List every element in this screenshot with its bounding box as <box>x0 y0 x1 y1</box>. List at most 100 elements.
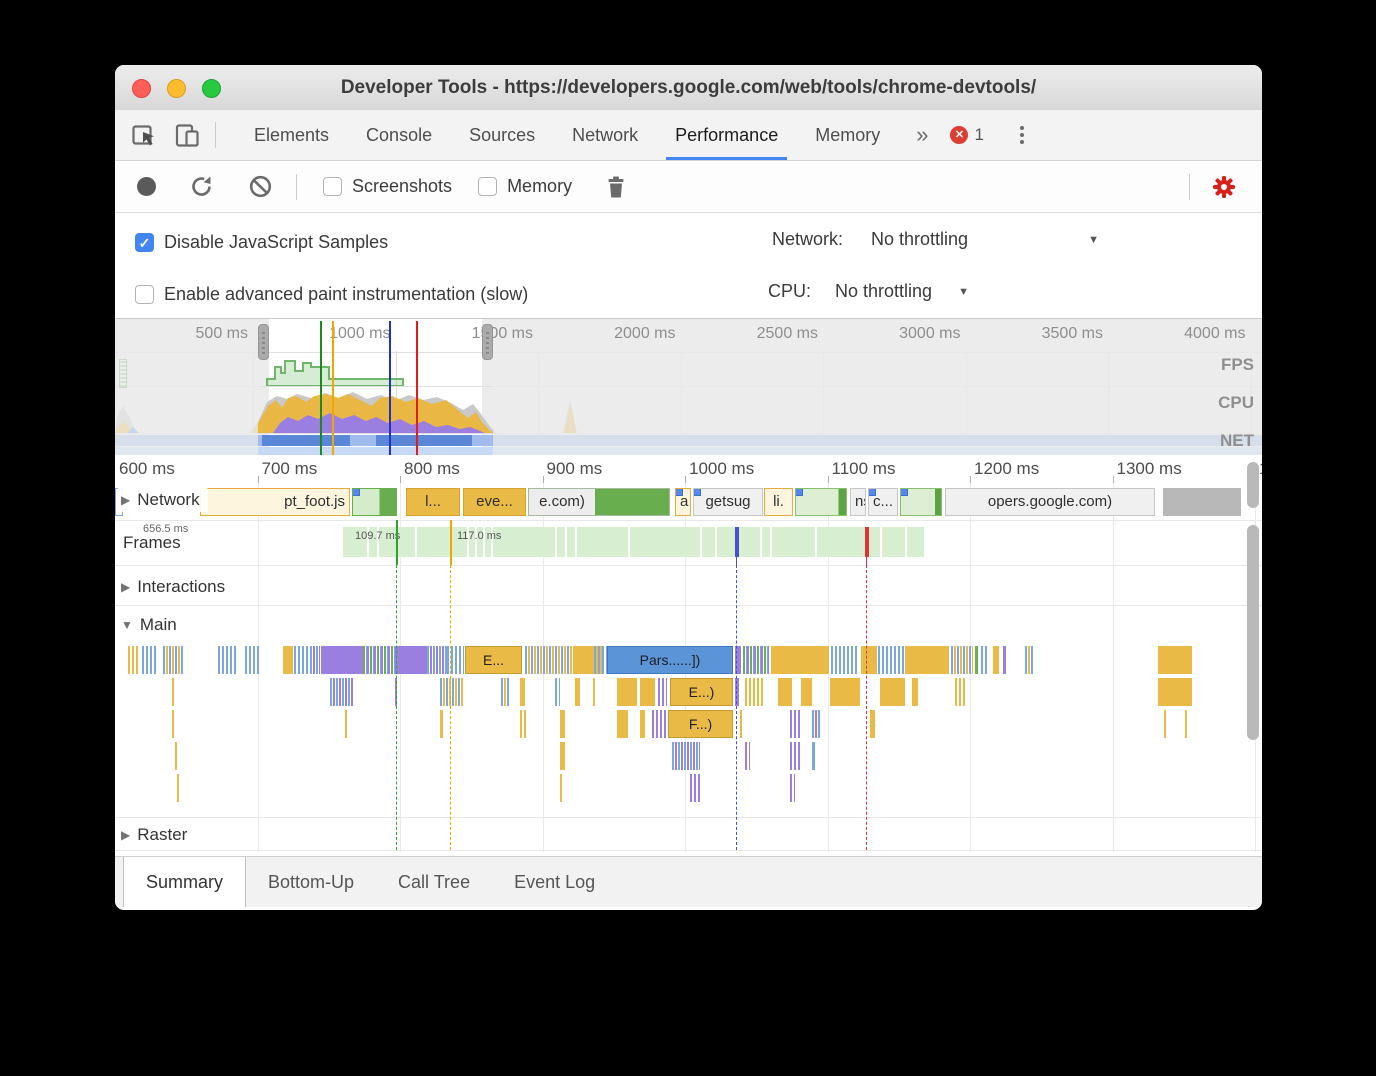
flame-event[interactable] <box>163 646 183 674</box>
flame-event[interactable] <box>812 742 815 770</box>
flame-event[interactable] <box>1185 710 1187 738</box>
memory-checkbox[interactable] <box>478 177 498 196</box>
record-button[interactable] <box>137 177 156 196</box>
scrollbar-thumb[interactable] <box>1247 462 1259 508</box>
flame-event[interactable] <box>525 646 573 674</box>
flame-event[interactable]: E...) <box>670 678 733 706</box>
flame-event[interactable] <box>501 678 509 706</box>
cpu-throttling-select[interactable]: CPU: No throttling ▼ <box>768 281 969 302</box>
flame-event[interactable] <box>1164 710 1166 738</box>
flame-event[interactable] <box>878 646 904 674</box>
track-frames[interactable]: Frames <box>123 533 181 552</box>
flame-event[interactable] <box>801 678 812 706</box>
flame-event[interactable] <box>447 646 464 674</box>
flame-event[interactable] <box>652 710 667 738</box>
flame-event[interactable] <box>951 646 973 674</box>
tab-sources[interactable]: Sources <box>469 124 536 145</box>
flame-event[interactable] <box>520 678 525 706</box>
scrollbar-thumb[interactable] <box>1247 525 1259 740</box>
inspect-element-icon[interactable] <box>131 122 158 149</box>
flame-event[interactable] <box>790 742 800 770</box>
tab-memory[interactable]: Memory <box>815 124 881 145</box>
tab-console[interactable]: Console <box>366 124 433 145</box>
flame-event[interactable] <box>1003 646 1006 674</box>
flame-event[interactable] <box>142 646 156 674</box>
flame-event[interactable] <box>740 710 742 738</box>
details-tab-event-log[interactable]: Event Log <box>514 871 596 892</box>
minimize-window-button[interactable] <box>167 79 186 98</box>
flame-event[interactable] <box>981 646 989 674</box>
flame-event[interactable] <box>1158 646 1192 674</box>
advanced-paint-checkbox[interactable] <box>135 284 154 304</box>
network-request-bar[interactable]: li. <box>764 488 793 516</box>
network-request-bar[interactable]: opers.google.com) <box>945 488 1155 516</box>
reload-and-profile-icon[interactable] <box>188 173 215 200</box>
flame-event[interactable] <box>575 678 580 706</box>
network-request-bar[interactable] <box>795 488 847 516</box>
flame-event[interactable] <box>330 678 354 706</box>
flame-event[interactable] <box>440 678 464 706</box>
flame-event[interactable] <box>245 646 261 674</box>
flame-event[interactable] <box>830 678 860 706</box>
details-tab-call-tree[interactable]: Call Tree <box>398 871 471 892</box>
timeline-overview[interactable]: 500 ms 1000 ms 1500 ms 2000 ms 2500 ms 3000 m… <box>115 318 1262 456</box>
network-request-bar[interactable]: pt_foot.js <box>200 488 350 516</box>
flame-event[interactable] <box>640 710 645 738</box>
details-tab-summary[interactable]: Summary <box>123 857 247 907</box>
flame-event[interactable] <box>1158 678 1192 706</box>
flame-event[interactable] <box>745 678 765 706</box>
tab-performance[interactable]: Performance <box>666 110 788 160</box>
flame-event[interactable] <box>735 678 739 706</box>
flame-event[interactable] <box>560 710 565 738</box>
flame-event[interactable] <box>128 646 138 674</box>
network-request-bar[interactable]: l... <box>406 488 460 516</box>
flame-event[interactable] <box>790 710 800 738</box>
trash-icon[interactable] <box>604 174 628 200</box>
flame-event[interactable] <box>177 774 179 802</box>
flame-event[interactable] <box>790 774 795 802</box>
network-request-bar[interactable]: eve... <box>463 488 526 516</box>
flame-event[interactable] <box>905 646 949 674</box>
flame-event[interactable] <box>880 678 905 706</box>
settings-gear-icon[interactable] <box>1210 173 1238 201</box>
disable-js-samples-checkbox[interactable]: ✓ <box>135 232 154 252</box>
flame-event[interactable] <box>560 774 562 802</box>
flame-event[interactable] <box>175 742 177 770</box>
flame-event[interactable] <box>861 646 877 674</box>
track-raster[interactable]: ▶ Raster <box>121 825 188 844</box>
track-main[interactable]: ▼ Main <box>121 615 177 634</box>
device-toolbar-icon[interactable] <box>174 122 201 149</box>
flame-event[interactable] <box>690 774 700 802</box>
error-badge[interactable]: ✕ 1 <box>950 125 984 145</box>
network-request-bar[interactable] <box>900 488 942 516</box>
flame-event[interactable] <box>560 742 565 770</box>
flame-event[interactable] <box>172 710 174 738</box>
network-request-bar[interactable]: e.com) <box>528 488 670 516</box>
selection-handle-right[interactable] <box>482 324 493 360</box>
track-interactions[interactable]: ▶ Interactions <box>121 577 226 596</box>
flame-event[interactable] <box>617 710 628 738</box>
flame-event[interactable] <box>812 710 820 738</box>
flame-event[interactable] <box>593 678 595 706</box>
details-tab-bottom-up[interactable]: Bottom-Up <box>268 871 355 892</box>
flame-event[interactable] <box>672 742 700 770</box>
flame-event[interactable] <box>594 646 607 674</box>
network-request-bar[interactable]: ns <box>850 488 866 516</box>
network-request-bar[interactable] <box>352 488 397 516</box>
flame-event[interactable] <box>912 678 918 706</box>
flame-event[interactable] <box>321 646 363 674</box>
flame-event[interactable] <box>658 678 667 706</box>
flame-event[interactable] <box>831 646 859 674</box>
screenshots-checkbox[interactable] <box>323 177 342 196</box>
flame-event[interactable] <box>310 646 320 674</box>
flame-event[interactable] <box>440 710 443 738</box>
network-request-bar[interactable]: a <box>675 488 691 516</box>
flame-event[interactable] <box>397 646 427 674</box>
flame-event[interactable] <box>427 646 447 674</box>
frames-band[interactable] <box>343 527 924 557</box>
flame-event[interactable]: Pars......]) <box>607 646 733 674</box>
flame-event[interactable]: F...) <box>668 710 733 738</box>
flame-event[interactable] <box>172 678 174 706</box>
flame-event[interactable] <box>617 678 637 706</box>
flame-event[interactable] <box>363 646 397 674</box>
